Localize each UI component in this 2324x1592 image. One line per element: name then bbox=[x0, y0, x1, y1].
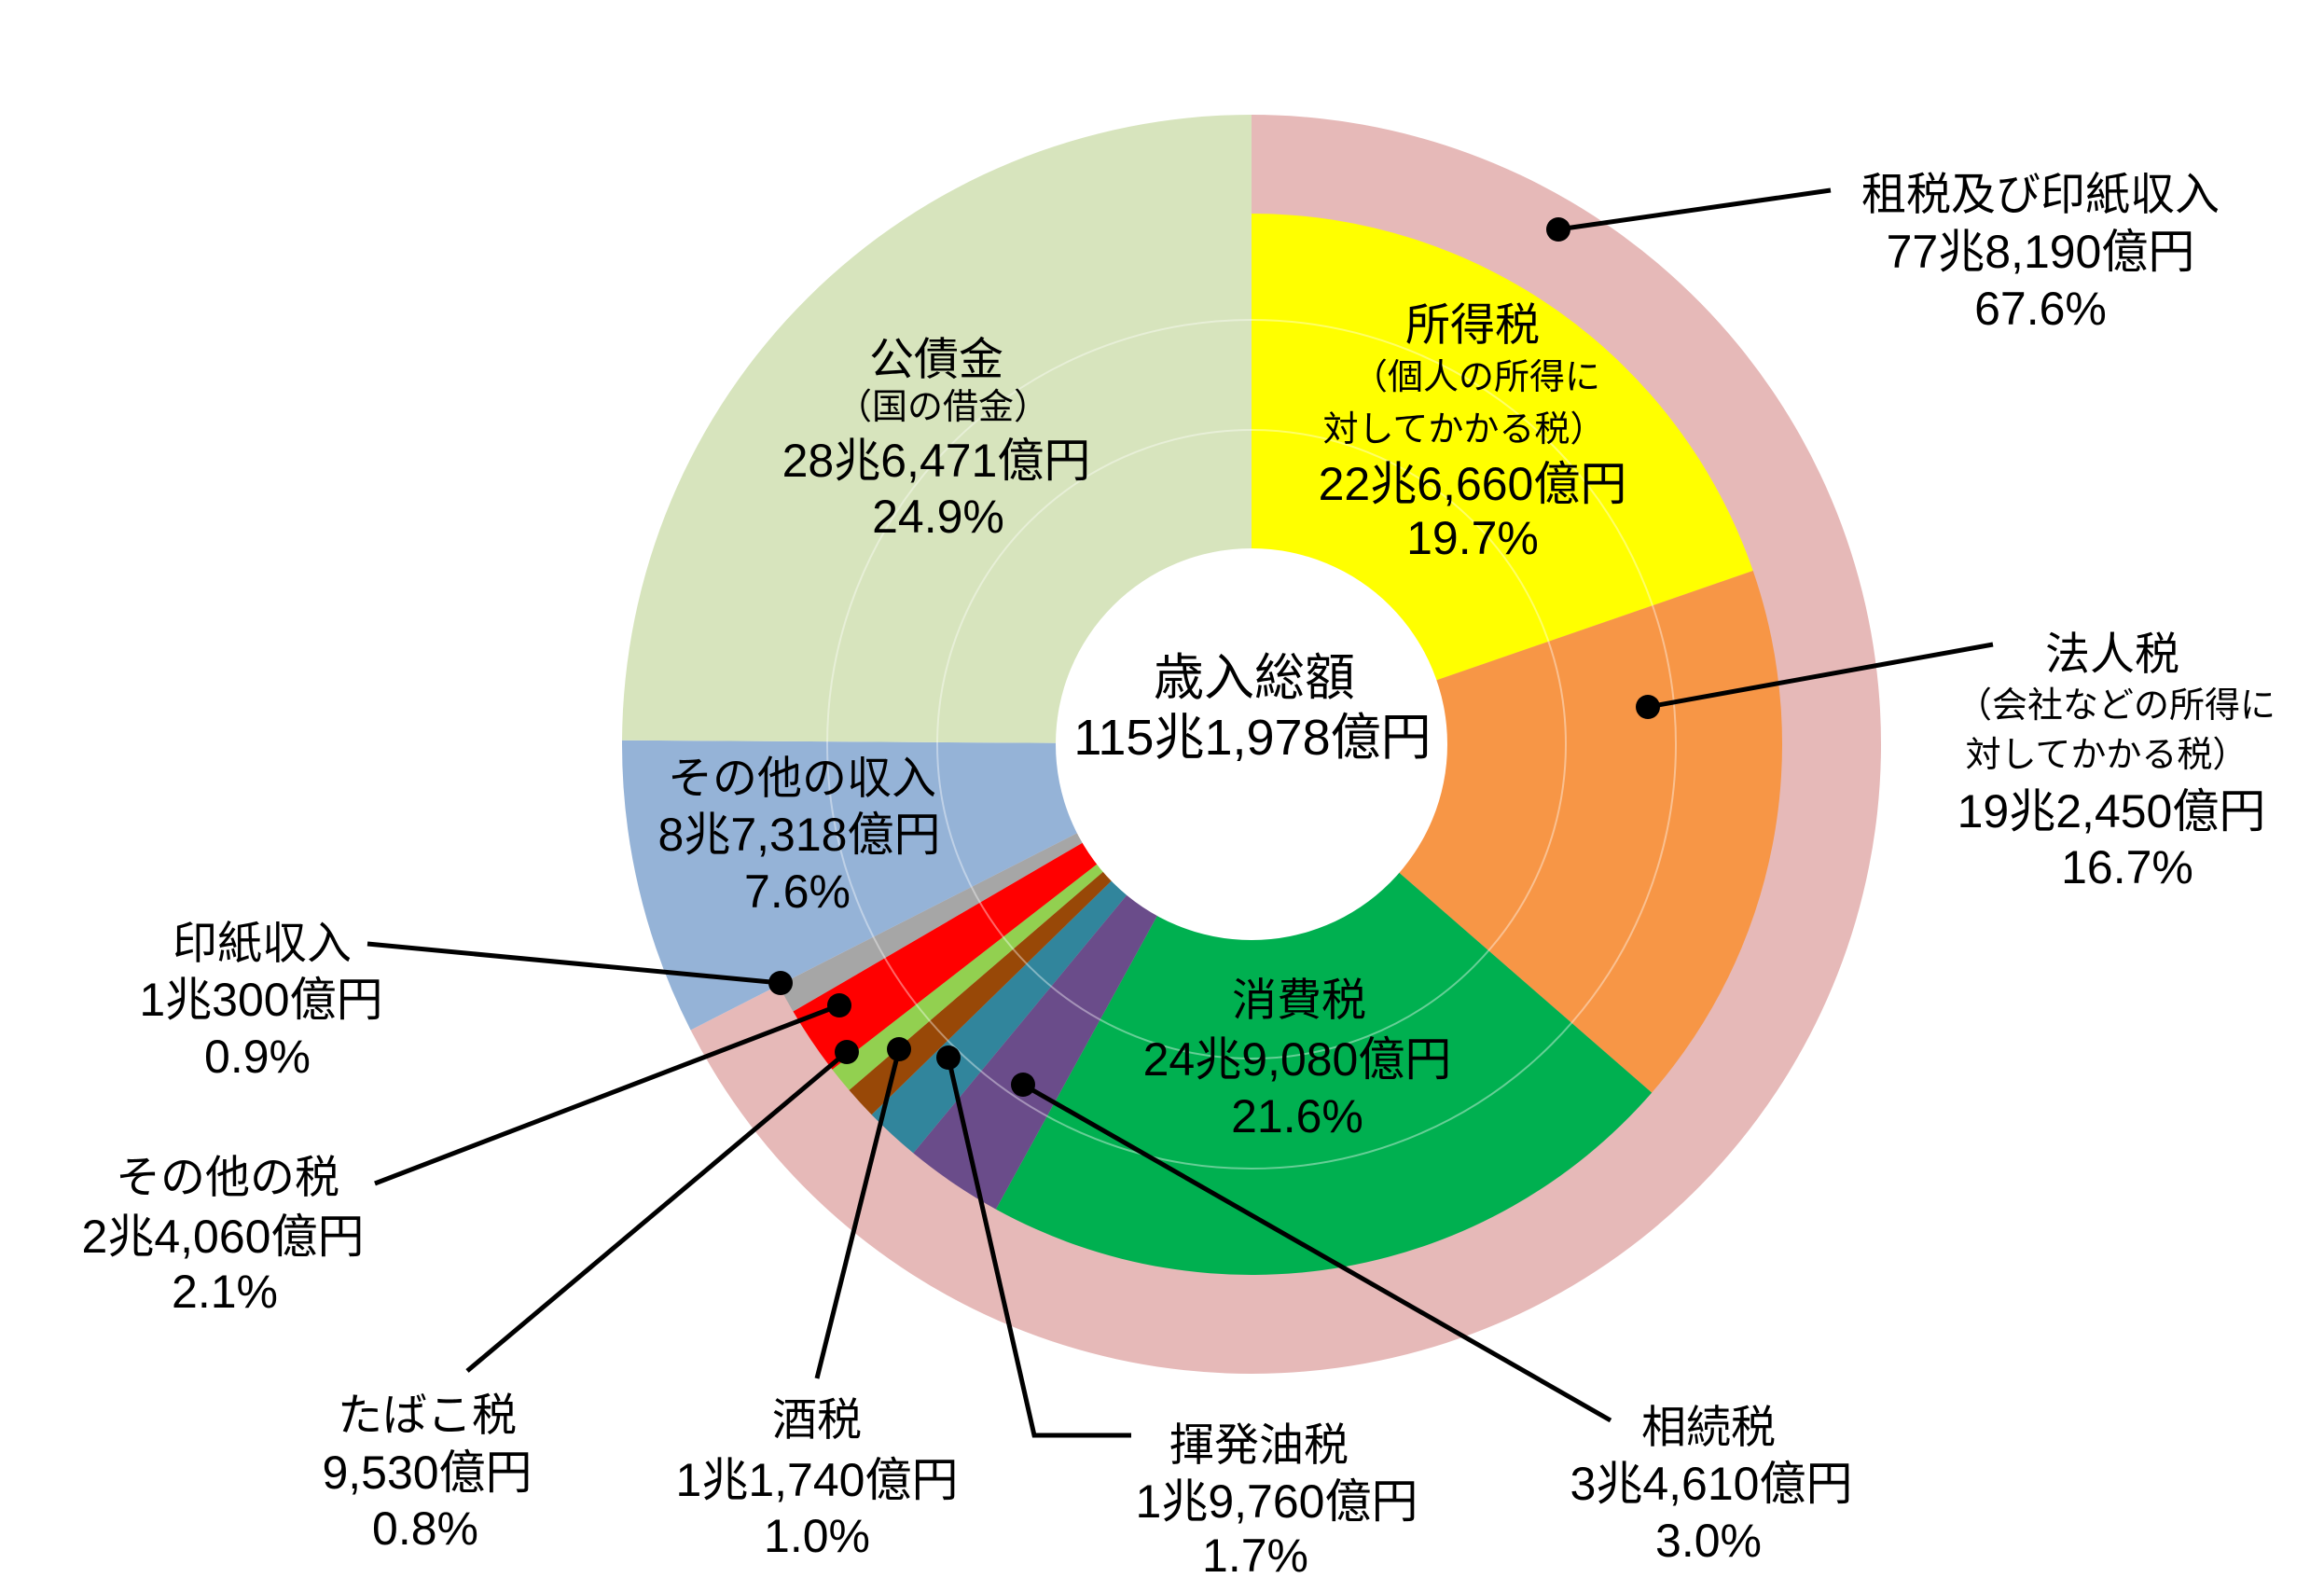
leader-line-liquor-tax bbox=[814, 1048, 902, 1379]
slice-public-bonds bbox=[622, 115, 1252, 744]
label-amount: 24兆9,080億円 bbox=[1143, 1033, 1452, 1086]
label-tax-and-stamp-revenue: 租税及び印紙収入 77兆8,190億円 67.6% bbox=[1861, 171, 2220, 336]
label-name: その他の税 bbox=[116, 1154, 339, 1203]
label-amount: 3兆4,610億円 bbox=[1570, 1458, 1853, 1510]
leader-lines bbox=[367, 187, 1994, 1438]
label-name: 法人税 bbox=[2045, 630, 2179, 680]
leader-line-corporate-tax bbox=[1647, 642, 1994, 710]
label-amount: 8兆7,318億円 bbox=[658, 809, 941, 861]
label-income-tax: 所得税 （個人の所得に 対してかかる税） 22兆6,660億円 19.7% bbox=[1319, 301, 1627, 565]
leader-dot-stamp-revenue bbox=[768, 971, 793, 995]
leader-line-tax-and-stamp-revenue bbox=[1557, 187, 1832, 232]
slice-consumption-tax bbox=[995, 744, 1653, 1276]
label-note: （国の借金） bbox=[837, 388, 1049, 427]
label-stamp-revenue: 印紙収入 1兆300億円 0.9% bbox=[139, 920, 382, 1084]
label-name: 所得税 bbox=[1405, 301, 1540, 351]
label-amount: 1兆300億円 bbox=[139, 974, 382, 1026]
guide-circle bbox=[936, 429, 1567, 1059]
label-amount: 2兆4,060億円 bbox=[82, 1211, 365, 1263]
leader-dot-other-taxes bbox=[827, 993, 851, 1017]
label-amount: 9,530億円 bbox=[322, 1447, 532, 1499]
label-name: 租税及び印紙収入 bbox=[1861, 171, 2220, 220]
label-percent: 2.1% bbox=[172, 1266, 278, 1318]
label-liquor-tax: 酒税 1兆1,740億円 1.0% bbox=[676, 1396, 959, 1563]
label-percent: 1.7% bbox=[1202, 1530, 1308, 1582]
labels: 歳入総額 115兆1,978億円 租税及び印紙収入 77兆8,190億円 67.… bbox=[82, 171, 2276, 1583]
label-note: 対してかかる税） bbox=[1323, 410, 1606, 450]
label-amount: 28兆6,471億円 bbox=[782, 435, 1091, 487]
label-percent: 67.6% bbox=[1974, 283, 2107, 335]
label-percent: 0.8% bbox=[372, 1502, 478, 1555]
center-label: 歳入総額 bbox=[1154, 650, 1355, 706]
guide-circle bbox=[826, 319, 1677, 1170]
leader-dot-tobacco-tax bbox=[835, 1040, 859, 1064]
leader-dot-inheritance-tax bbox=[1011, 1073, 1035, 1097]
label-amount: 77兆8,190億円 bbox=[1887, 226, 2195, 278]
label-amount: 1兆9,760億円 bbox=[1136, 1475, 1418, 1528]
label-name: 相続税 bbox=[1641, 1404, 1776, 1453]
leader-line-inheritance-tax bbox=[1021, 1082, 1612, 1423]
label-percent: 21.6% bbox=[1231, 1090, 1363, 1142]
label-note: （会社などの所得に bbox=[1957, 686, 2276, 726]
leader-line-tobacco-tax bbox=[465, 1050, 849, 1373]
label-inheritance-tax: 相続税 3兆4,610億円 3.0% bbox=[1570, 1404, 1853, 1568]
label-name: 公債金 bbox=[869, 336, 1003, 385]
label-name: 酒税 bbox=[772, 1396, 862, 1446]
leader-line-other-taxes bbox=[374, 1003, 840, 1186]
label-amount: 22兆6,660億円 bbox=[1319, 458, 1627, 510]
leader-dot-tax-and-stamp-revenue bbox=[1546, 217, 1570, 242]
guide-circles bbox=[826, 319, 1677, 1170]
center-hole bbox=[1056, 548, 1447, 940]
leader-dot-corporate-tax bbox=[1636, 695, 1660, 719]
label-tobacco-tax: たばこ税 9,530億円 0.8% bbox=[322, 1391, 532, 1556]
label-consumption-tax: 消費税 24兆9,080億円 21.6% bbox=[1143, 976, 1452, 1143]
label-corporate-tax: 法人税 （会社などの所得に 対してかかる税） 19兆2,450億円 16.7% bbox=[1957, 630, 2276, 894]
label-gasoline-tax: 揮発油税 1兆9,760億円 1.7% bbox=[1136, 1421, 1418, 1583]
label-amount: 1兆1,740億円 bbox=[676, 1454, 959, 1506]
label-percent: 7.6% bbox=[744, 865, 851, 918]
leader-line-gasoline-tax bbox=[946, 1057, 1131, 1438]
leader-dot-gasoline-tax bbox=[936, 1045, 961, 1070]
label-amount: 19兆2,450億円 bbox=[1957, 785, 2266, 838]
label-percent: 1.0% bbox=[764, 1510, 870, 1562]
label-percent: 3.0% bbox=[1655, 1515, 1762, 1567]
label-name: 印紙収入 bbox=[173, 920, 352, 969]
label-percent: 19.7% bbox=[1406, 512, 1539, 564]
leader-line-stamp-revenue bbox=[367, 941, 782, 986]
label-percent: 24.9% bbox=[872, 491, 1004, 543]
label-other-taxes: その他の税 2兆4,060億円 2.1% bbox=[82, 1154, 365, 1319]
chart-slices bbox=[621, 115, 1882, 1374]
label-percent: 0.9% bbox=[204, 1031, 311, 1083]
label-name: その他の収入 bbox=[668, 754, 936, 804]
label-center-total: 歳入総額 115兆1,978億円 bbox=[1073, 650, 1431, 766]
label-percent: 16.7% bbox=[2061, 841, 2193, 893]
label-name: 揮発油税 bbox=[1169, 1421, 1349, 1471]
label-other-revenue: その他の収入 8兆7,318億円 7.6% bbox=[658, 754, 941, 919]
label-note: 対してかかる税） bbox=[1966, 736, 2248, 775]
center-total: 115兆1,978億円 bbox=[1073, 710, 1431, 766]
label-name: たばこ税 bbox=[338, 1391, 517, 1441]
label-note: （個人の所得に bbox=[1352, 358, 1600, 397]
leader-dot-liquor-tax bbox=[887, 1037, 911, 1061]
label-public-bonds: 公債金 （国の借金） 28兆6,471億円 24.9% bbox=[782, 336, 1091, 544]
label-name: 消費税 bbox=[1232, 976, 1366, 1026]
